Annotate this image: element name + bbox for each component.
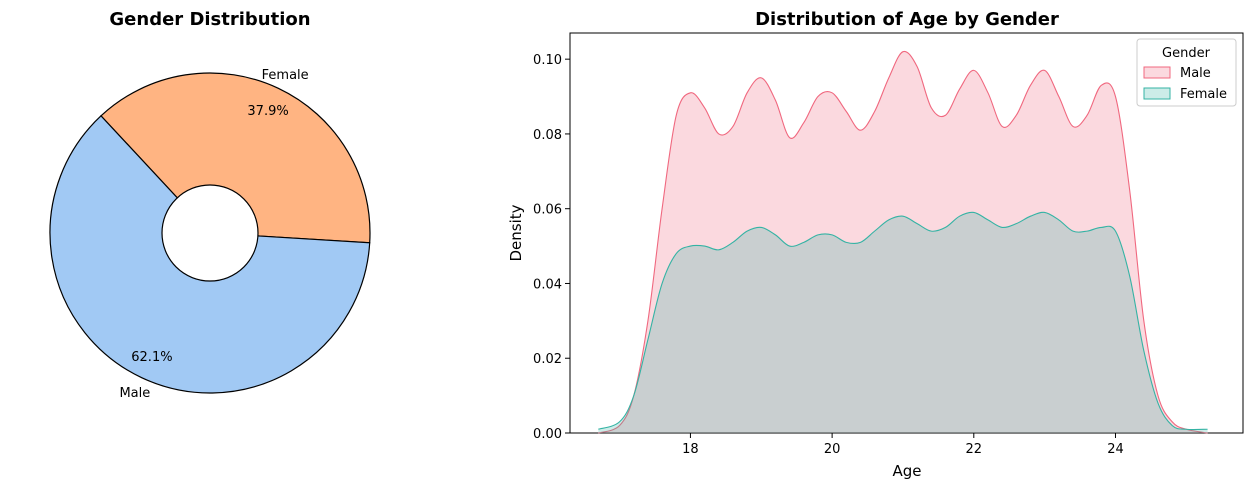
kde-areas: [598, 50, 1208, 434]
x-tick-label: 24: [1107, 442, 1124, 457]
legend-box: [1136, 38, 1237, 107]
legend-swatch-female: [1143, 87, 1171, 100]
y-tick-label: 0.08: [533, 128, 562, 143]
y-tick-label: 0.04: [533, 277, 562, 292]
y-axis-label: Density: [507, 204, 525, 261]
pie-chart: Gender Distribution 37.9% Female 62.1% Male: [49, 9, 371, 401]
x-tick-label: 20: [824, 442, 841, 457]
donut-hole: [161, 184, 259, 282]
y-tick-label: 0.10: [533, 53, 562, 68]
kde-chart: Distribution of Age by Gender 18 20 22 24 0…: [507, 9, 1244, 480]
pie-category-label: Male: [119, 386, 150, 401]
kde-area-male-fill: [598, 51, 1208, 433]
x-tick-label: 22: [966, 442, 983, 457]
y-tick-label: 0.00: [533, 427, 562, 442]
legend-title: Gender: [1162, 46, 1211, 61]
pie-percent-label: 37.9%: [247, 104, 288, 119]
legend-label-female: Female: [1180, 87, 1227, 102]
legend: Gender Male Female: [1136, 38, 1237, 107]
x-tick-label: 18: [682, 442, 699, 457]
kde-area-female-line: [598, 211, 1208, 431]
legend-swatch-male: [1143, 66, 1171, 79]
y-tick-label: 0.06: [533, 203, 562, 218]
kde-area-female-fill: [598, 212, 1208, 433]
y-tick-label: 0.02: [533, 352, 562, 367]
pie-title: Gender Distribution: [109, 9, 310, 30]
pie-percent-label: 62.1%: [131, 350, 172, 365]
kde-title: Distribution of Age by Gender: [755, 9, 1059, 30]
kde-area-male-line: [598, 50, 1208, 434]
plot-frame: [569, 32, 1244, 434]
x-axis-label: Age: [892, 462, 921, 480]
pie-labels: 37.9% Female 62.1% Male: [119, 68, 308, 401]
y-axis-ticks: 0.00 0.02 0.04 0.06 0.08 0.10: [533, 53, 570, 442]
pie-slice-female: [100, 72, 371, 244]
legend-label-male: Male: [1180, 66, 1211, 81]
x-axis-ticks: 18 20 22 24: [682, 433, 1124, 457]
pie-category-label: Female: [262, 68, 309, 83]
